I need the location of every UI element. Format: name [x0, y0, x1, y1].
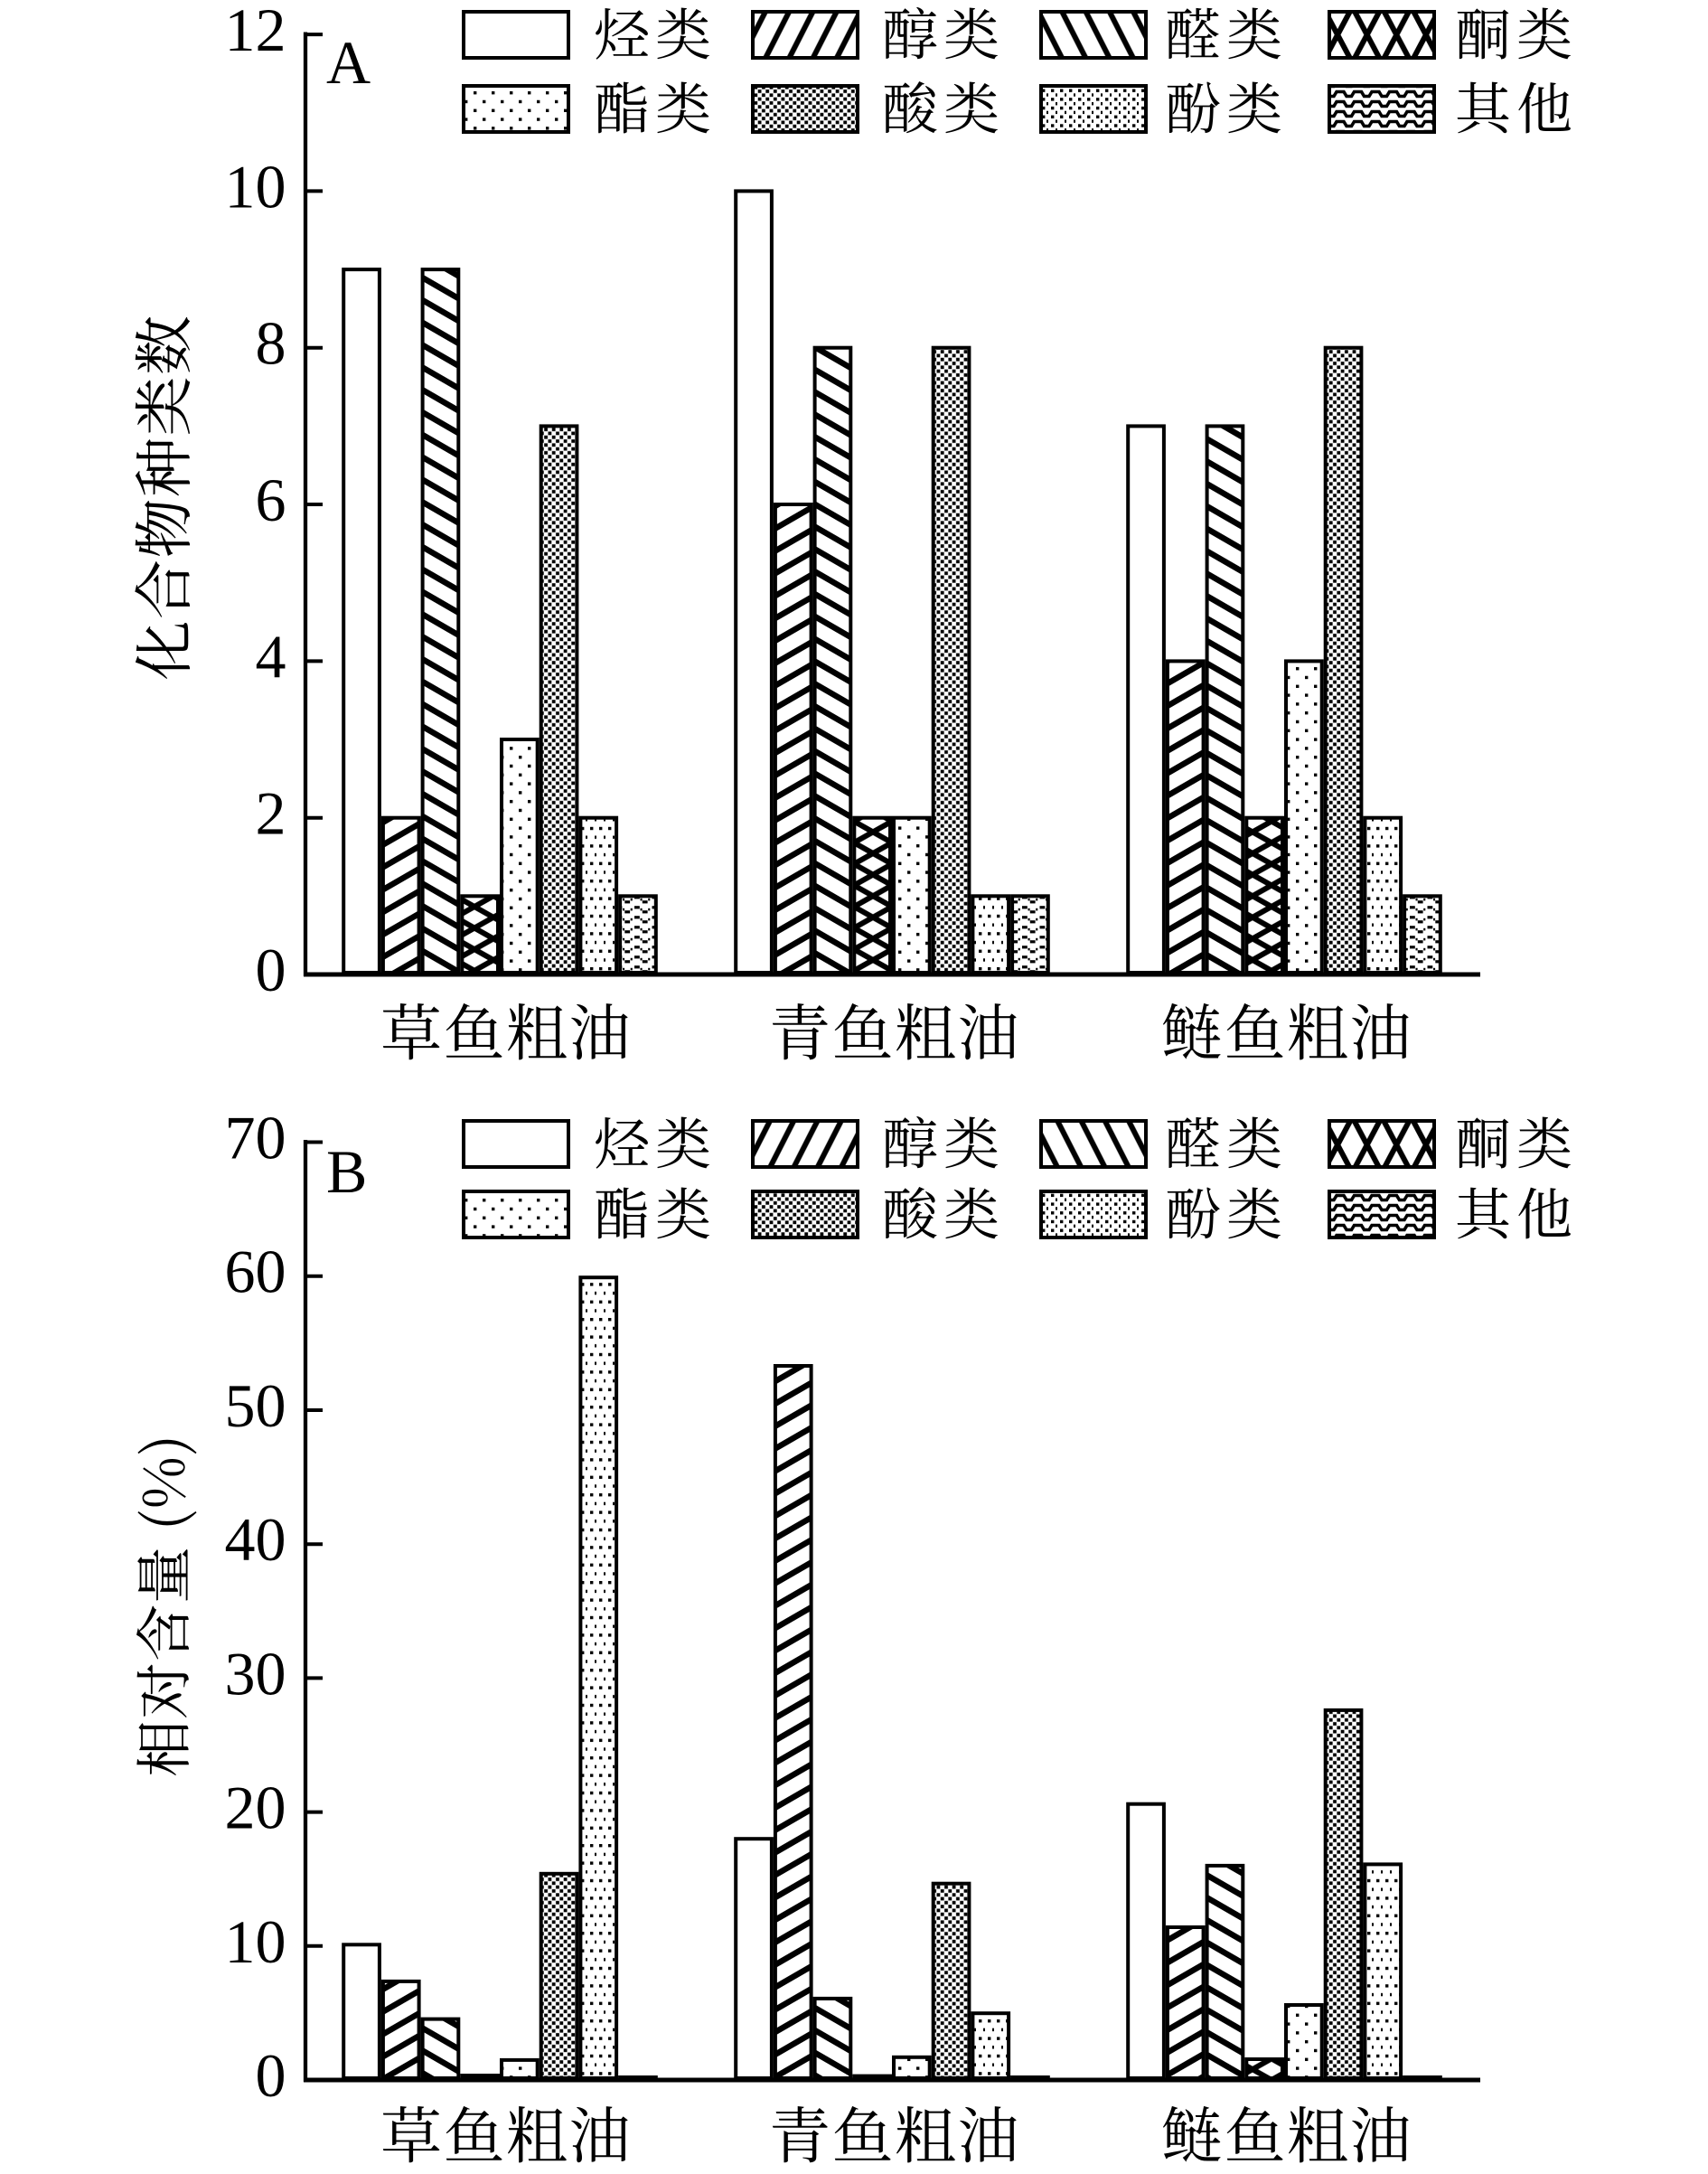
svg-text:其他: 其他: [1455, 65, 1578, 146]
svg-text:酮类: 酮类: [1455, 0, 1578, 71]
svg-text:草鱼粗油: 草鱼粗油: [380, 985, 632, 1073]
svg-text:酮类: 酮类: [1455, 1100, 1578, 1181]
svg-text:青鱼粗油: 青鱼粗油: [769, 985, 1020, 1073]
svg-text:70: 70: [225, 1104, 286, 1172]
svg-text:20: 20: [225, 1774, 286, 1842]
svg-text:酚类: 酚类: [1165, 1171, 1288, 1251]
svg-text:醛类: 醛类: [1165, 0, 1288, 71]
svg-text:B: B: [326, 1137, 367, 1206]
svg-text:草鱼粗油: 草鱼粗油: [380, 2088, 632, 2174]
svg-text:醇类: 醇类: [882, 1100, 1005, 1181]
svg-text:0: 0: [256, 2041, 286, 2110]
svg-text:化合物种类数: 化合物种类数: [117, 315, 202, 681]
svg-text:40: 40: [225, 1505, 286, 1574]
svg-text:4: 4: [256, 622, 286, 691]
svg-text:酯类: 酯类: [594, 1171, 717, 1251]
svg-text:醛类: 醛类: [1165, 1100, 1288, 1181]
svg-text:烃类: 烃类: [594, 0, 717, 71]
svg-text:酸类: 酸类: [882, 1171, 1005, 1251]
svg-text:6: 6: [256, 466, 286, 534]
svg-text:酸类: 酸类: [882, 65, 1005, 146]
svg-text:10: 10: [225, 1907, 286, 1976]
svg-text:其他: 其他: [1455, 1171, 1578, 1251]
svg-text:2: 2: [256, 779, 286, 848]
svg-text:50: 50: [225, 1371, 286, 1440]
svg-text:酚类: 酚类: [1165, 65, 1288, 146]
svg-text:0: 0: [256, 936, 286, 1004]
svg-text:10: 10: [225, 152, 286, 221]
svg-text:鲢鱼粗油: 鲢鱼粗油: [1161, 2088, 1412, 2174]
svg-text:鲢鱼粗油: 鲢鱼粗油: [1161, 985, 1412, 1073]
svg-text:12: 12: [225, 0, 286, 64]
svg-text:相对含量 (%): 相对含量 (%): [119, 1434, 202, 1777]
svg-text:青鱼粗油: 青鱼粗油: [769, 2088, 1020, 2174]
svg-text:30: 30: [225, 1639, 286, 1708]
svg-text:醇类: 醇类: [882, 0, 1005, 71]
svg-text:8: 8: [256, 309, 286, 378]
svg-text:60: 60: [225, 1238, 286, 1306]
svg-text:酯类: 酯类: [594, 65, 717, 146]
svg-text:A: A: [326, 28, 371, 97]
svg-text:烃类: 烃类: [594, 1100, 717, 1181]
